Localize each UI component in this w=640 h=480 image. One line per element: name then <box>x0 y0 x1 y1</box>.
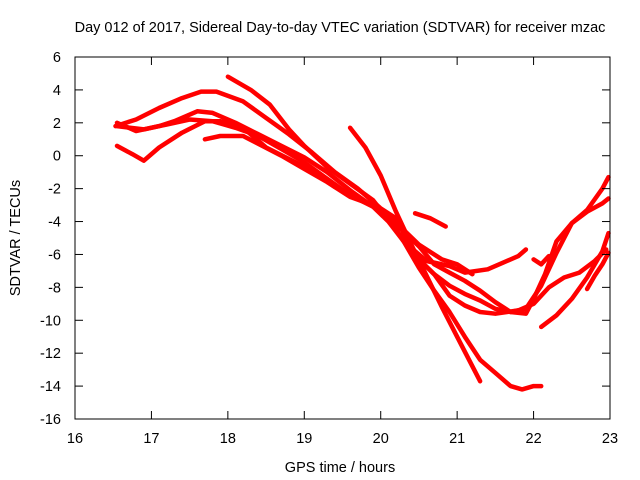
y-tick-label: -4 <box>48 215 61 231</box>
x-tick-label: 18 <box>220 431 236 447</box>
plot-frame <box>74 56 611 420</box>
y-tick-label: -2 <box>48 182 61 198</box>
x-axis: 16 17 18 19 20 21 22 23 <box>67 57 618 447</box>
x-tick-label: 20 <box>373 431 389 447</box>
x-axis-label: GPS time / hours <box>285 460 395 476</box>
y-tick-label: -16 <box>40 412 61 428</box>
y-tick-label: 0 <box>53 149 61 165</box>
series-arc-9 <box>531 253 552 267</box>
series-arc-11 <box>584 250 611 292</box>
y-tick-label: -8 <box>48 280 61 296</box>
y-tick-label: -6 <box>48 247 61 263</box>
y-axis: 6 4 2 0 -2 -4 -6 -8 -10 -12 -14 -16 <box>40 50 610 428</box>
chart-title: Day 012 of 2017, Sidereal Day-to-day VTE… <box>75 20 606 36</box>
y-tick-label: -14 <box>40 379 61 395</box>
y-tick-label: -10 <box>40 313 61 329</box>
y-tick-label: 2 <box>53 116 61 132</box>
x-tick-label: 23 <box>602 431 618 447</box>
y-tick-label: 4 <box>53 83 61 99</box>
y-tick-label: -12 <box>40 346 61 362</box>
x-tick-label: 19 <box>296 431 312 447</box>
series-arc-6 <box>202 133 544 392</box>
x-tick-label: 17 <box>143 431 159 447</box>
series-arc-7 <box>347 125 483 384</box>
series-arc-10 <box>538 230 611 330</box>
series-arc-8 <box>412 211 448 229</box>
series-arc-4 <box>114 118 611 316</box>
x-tick-label: 16 <box>67 431 83 447</box>
y-axis-label: SDTVAR / TECUs <box>8 180 24 296</box>
series-layer <box>113 74 611 392</box>
series-arc-5 <box>225 74 611 315</box>
x-tick-label: 22 <box>526 431 542 447</box>
x-tick-label: 21 <box>449 431 465 447</box>
y-tick-label: 6 <box>53 50 61 66</box>
